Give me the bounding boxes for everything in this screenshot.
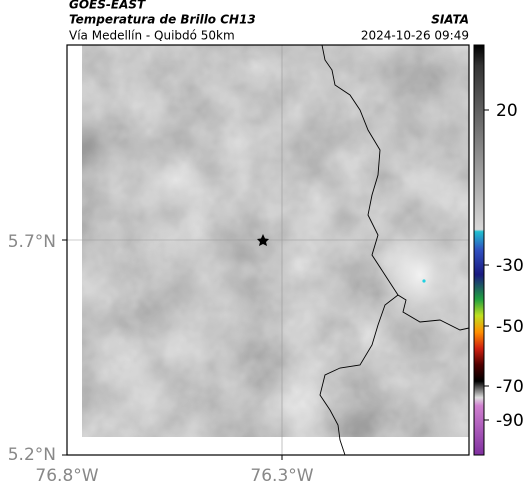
map: 5.7°N 5.2°N 76.8°W 76.3°W bbox=[8, 44, 470, 486]
map-frame bbox=[66, 44, 470, 456]
lon-label: 76.8°W bbox=[35, 466, 98, 486]
colorbar-label: 20 bbox=[496, 101, 518, 121]
title: GOES-EAST bbox=[69, 0, 146, 12]
boundary bbox=[321, 44, 470, 331]
location-marker bbox=[257, 234, 269, 246]
route: Vía Medellín - Quibdó 50km bbox=[69, 29, 235, 43]
bright-area bbox=[140, 155, 210, 205]
bright-area bbox=[375, 220, 465, 330]
boundary bbox=[319, 294, 399, 456]
subtitle: Temperatura de Brillo CH13 bbox=[69, 13, 256, 27]
timestamp: 2024-10-26 09:49 bbox=[361, 29, 469, 43]
colorbar: 20 -30 -50 -70 -90 bbox=[473, 44, 524, 456]
colorbar-scale bbox=[473, 44, 485, 456]
colorbar-label: -70 bbox=[496, 377, 524, 397]
colorbar-label: -30 bbox=[496, 256, 524, 276]
lat-label: 5.7°N bbox=[8, 232, 56, 252]
colorbar-label: -90 bbox=[496, 411, 524, 431]
colorbar-label: -50 bbox=[496, 317, 524, 337]
lat-label: 5.2°N bbox=[8, 445, 56, 465]
cold-pixel bbox=[422, 279, 426, 283]
lon-label: 76.3°W bbox=[250, 466, 313, 486]
source: SIATA bbox=[431, 13, 469, 27]
